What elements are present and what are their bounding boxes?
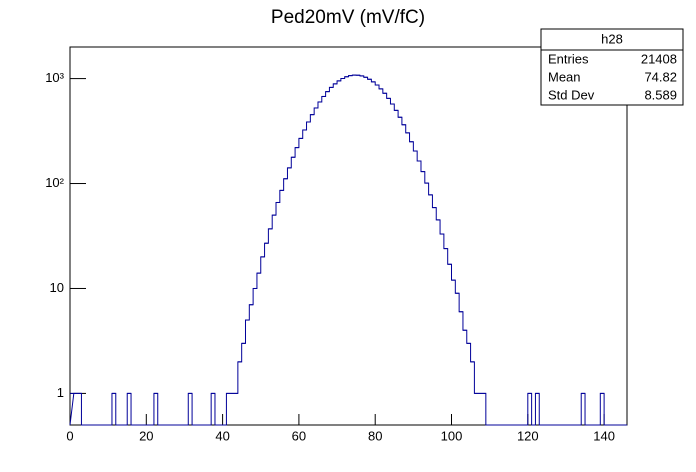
x-tick-label: 140: [593, 428, 615, 443]
y-tick-label: 10: [50, 280, 64, 295]
stats-box: [540, 28, 684, 106]
stats-label: Std Dev: [548, 87, 595, 102]
x-tick-label: 60: [292, 428, 306, 443]
stats-value: 8.589: [644, 87, 677, 102]
y-tick-label: 10³: [45, 70, 64, 85]
stats-title: h28: [601, 31, 623, 46]
y-tick-label: 10²: [45, 175, 64, 190]
x-tick-label: 80: [368, 428, 382, 443]
x-tick-label: 0: [66, 428, 73, 443]
x-tick-label: 100: [441, 428, 463, 443]
chart-title: Ped20mV (mV/fC): [271, 7, 425, 28]
stats-label: Mean: [548, 69, 581, 84]
stats-label: Entries: [548, 51, 589, 66]
stats-value: 21408: [641, 51, 677, 66]
x-tick-label: 40: [215, 428, 229, 443]
stats-value: 74.82: [644, 69, 677, 84]
y-tick-label: 1: [57, 385, 64, 400]
plot-frame: [69, 46, 628, 426]
x-tick-label: 20: [139, 428, 153, 443]
x-tick-label: 120: [517, 428, 539, 443]
